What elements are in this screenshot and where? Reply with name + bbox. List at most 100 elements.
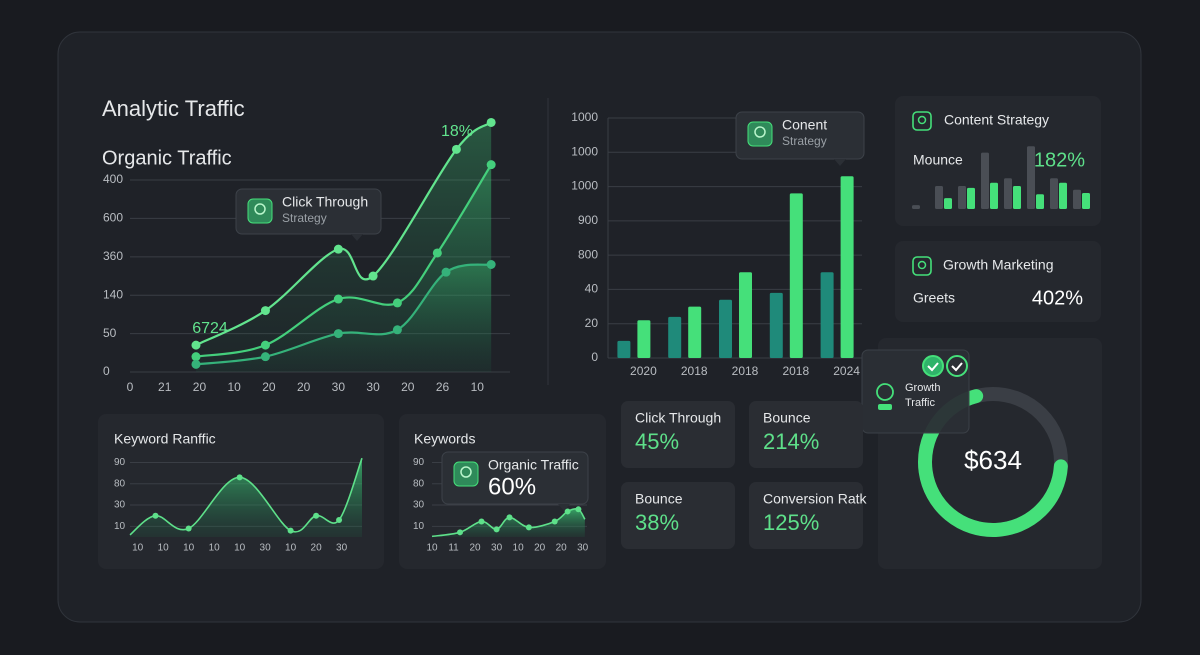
check-icon xyxy=(927,362,939,372)
x-tick-label: 26 xyxy=(436,380,450,394)
point xyxy=(392,298,402,308)
point xyxy=(486,117,496,127)
mini-bar xyxy=(990,182,998,209)
point xyxy=(333,244,343,254)
x-tick-label: 2020 xyxy=(630,364,657,378)
check-icon xyxy=(946,355,968,377)
y-tick-label: 80 xyxy=(413,478,425,489)
x-tick-label: 30 xyxy=(260,543,272,554)
x-tick-label: 0 xyxy=(127,380,134,394)
card-metric: 402% xyxy=(1032,287,1083,309)
bar xyxy=(739,272,752,358)
x-tick-label: 30 xyxy=(491,543,503,554)
mini-bar xyxy=(1027,146,1035,209)
point xyxy=(191,359,201,369)
mini-bar xyxy=(1073,189,1081,209)
tooltip-subtitle: Strategy xyxy=(282,211,327,225)
y-tick-label: 140 xyxy=(103,287,123,301)
x-tick-label: 21 xyxy=(158,380,172,394)
popover-label: Growth Traffic xyxy=(905,382,940,409)
y-tick-label: 30 xyxy=(413,500,425,511)
card-label: Mounce xyxy=(913,152,963,168)
point xyxy=(333,329,343,339)
tooltip-title: Organic Traffic xyxy=(488,457,579,473)
mini-bar xyxy=(958,185,966,209)
point xyxy=(486,160,496,170)
point xyxy=(313,512,320,519)
gauge-label: $634 xyxy=(964,445,1022,475)
x-tick-label: 2018 xyxy=(782,364,809,378)
point xyxy=(368,271,378,281)
point xyxy=(493,526,500,533)
annotation: 18% xyxy=(441,123,473,140)
x-tick-label: 10 xyxy=(132,543,144,554)
x-tick-label: 20 xyxy=(556,543,568,554)
mini-bar xyxy=(935,185,943,209)
point xyxy=(551,518,558,525)
chart-title: Organic Traffic xyxy=(102,147,232,169)
tooltip-title: Conent xyxy=(782,117,827,133)
point xyxy=(191,352,201,362)
x-tick-label: 10 xyxy=(513,543,525,554)
x-tick-label: 2018 xyxy=(681,364,708,378)
y-tick-label: 90 xyxy=(413,457,425,468)
point xyxy=(336,516,343,523)
point xyxy=(432,248,442,258)
x-tick-label: 2024 xyxy=(833,364,860,378)
point xyxy=(456,529,463,536)
bar xyxy=(668,316,682,358)
area xyxy=(195,264,492,372)
bar xyxy=(789,193,803,358)
kpi-card xyxy=(749,401,863,468)
bar xyxy=(719,299,732,358)
point xyxy=(564,508,571,515)
bar xyxy=(617,340,631,358)
y-tick-label: 1000 xyxy=(571,144,598,158)
x-tick-label: 11 xyxy=(448,543,459,554)
check-icon xyxy=(922,355,944,377)
kpi-label: Conversion Ratk xyxy=(763,491,867,507)
annotation: 6724 xyxy=(192,320,228,337)
bar xyxy=(637,320,651,358)
x-tick-label: 20 xyxy=(469,543,481,554)
y-tick-label: 360 xyxy=(103,249,123,263)
icon xyxy=(254,203,266,215)
y-tick-label: 0 xyxy=(103,364,110,378)
point xyxy=(525,524,532,531)
x-tick-label: 10 xyxy=(285,543,297,554)
icon xyxy=(917,115,927,125)
y-tick-label: 1000 xyxy=(571,179,598,193)
mini-bar xyxy=(944,198,952,209)
x-tick-label: 20 xyxy=(401,380,415,394)
y-tick-label: 800 xyxy=(578,247,598,261)
y-tick-label: 10 xyxy=(413,521,425,532)
point xyxy=(260,340,270,350)
icon xyxy=(878,404,892,410)
icon xyxy=(754,126,766,138)
x-tick-label: 10 xyxy=(228,380,242,394)
mini-bar xyxy=(967,187,975,209)
page-title: Analytic Traffic xyxy=(102,96,245,121)
area xyxy=(130,458,362,537)
card-label: Greets xyxy=(913,290,955,306)
tooltip-subtitle: Strategy xyxy=(782,134,827,148)
icon xyxy=(912,256,932,276)
mini-bar xyxy=(1036,194,1044,209)
check-icon xyxy=(951,362,963,372)
popover-label-line: Growth xyxy=(905,382,940,394)
mini-bar xyxy=(1082,193,1090,209)
point xyxy=(392,325,402,335)
x-tick-label: 10 xyxy=(209,543,221,554)
icon xyxy=(453,461,479,487)
point xyxy=(441,267,451,277)
card xyxy=(895,241,1101,322)
mini-bar xyxy=(1059,182,1067,209)
icon xyxy=(747,121,773,147)
point xyxy=(506,514,513,521)
point xyxy=(333,294,343,304)
icon xyxy=(460,466,472,478)
bar xyxy=(769,292,783,358)
x-tick-label: 10 xyxy=(183,543,195,554)
kpi-label: Bounce xyxy=(763,410,811,426)
